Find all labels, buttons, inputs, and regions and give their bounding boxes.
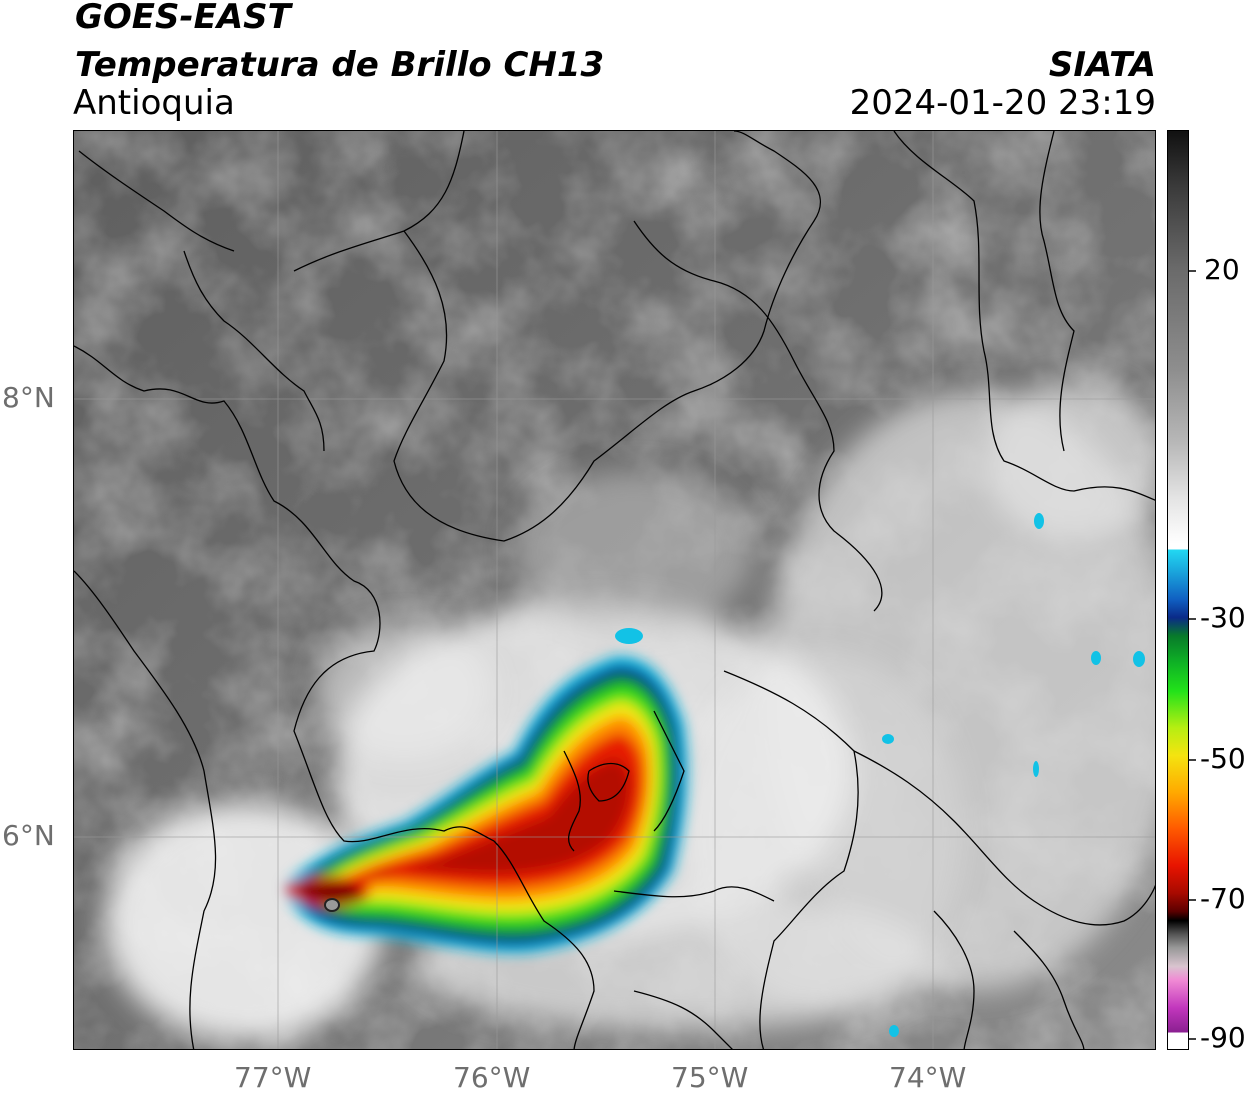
satellite-map [73, 130, 1156, 1050]
colorbar-tick-20: 20 [1204, 253, 1240, 286]
lon-tick-76w: 76°W [453, 1061, 531, 1094]
lon-tick-74w: 74°W [889, 1061, 967, 1094]
lat-tick-8n: 8°N [2, 381, 55, 414]
colorbar-tick-neg70: -70 [1200, 882, 1246, 915]
gridlines [74, 131, 1155, 1049]
coldest-core [324, 898, 340, 912]
product-title: Temperatura de Brillo CH13 [75, 45, 605, 85]
lon-tick-77w: 77°W [234, 1061, 312, 1094]
agency-label: SIATA [1048, 45, 1156, 85]
boundary-lines [74, 131, 1155, 1049]
colorbar-tick-neg90: -90 [1200, 1021, 1246, 1054]
region-label: Antioquia [73, 83, 235, 123]
convective-system [284, 655, 689, 954]
colorbar-tick-neg50: -50 [1200, 742, 1246, 775]
cold-speckles [615, 513, 1145, 1037]
colorbar [1167, 130, 1189, 1050]
datetime-label: 2024-01-20 23:19 [849, 83, 1156, 123]
satellite-map-image [74, 131, 1155, 1049]
satellite-title: GOES-EAST [75, 0, 291, 37]
colorbar-tick-neg30: -30 [1200, 601, 1246, 634]
lon-tick-75w: 75°W [671, 1061, 749, 1094]
lat-tick-6n: 6°N [2, 819, 55, 852]
colorbar-ticks [1188, 270, 1196, 1040]
